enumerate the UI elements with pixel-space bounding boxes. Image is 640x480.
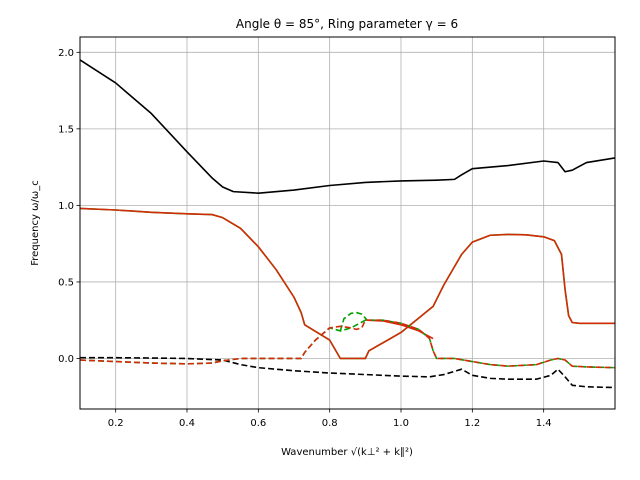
x-tick-label: 0.2: [108, 418, 124, 429]
y-tick-label: 1.0: [58, 201, 74, 212]
series-line-2: [80, 207, 615, 360]
x-axis-label: Wavenumber √(k⊥² + k∥²): [281, 447, 413, 458]
y-tick-label: 0.0: [58, 354, 74, 365]
y-tick-label: 2.0: [58, 48, 74, 59]
grid: [80, 37, 615, 409]
x-tick-label: 1.4: [536, 418, 552, 429]
x-tick-label: 1.0: [393, 418, 409, 429]
series-line-5: [339, 311, 368, 332]
y-tick-label: 0.5: [58, 277, 74, 288]
chart-title: Angle θ = 85°, Ring parameter γ = 6: [236, 17, 458, 31]
plot-frame: [79, 36, 616, 410]
ticks: 0.2 0.4 0.6 0.8 1.0 1.2 1.4 0.0 0.5 1.0 1.5 2.0: [58, 48, 552, 429]
x-tick-label: 1.2: [464, 418, 480, 429]
x-tick-label: 0.8: [322, 418, 338, 429]
x-tick-label: 0.6: [250, 418, 266, 429]
series-lines: [80, 59, 615, 389]
y-tick-label: 1.5: [58, 124, 74, 135]
x-tick-label: 0.4: [179, 418, 195, 429]
series-line-4: [80, 356, 615, 389]
series-line-0: [80, 59, 615, 194]
y-axis-label: Frequency ω/ω_c: [30, 180, 41, 265]
